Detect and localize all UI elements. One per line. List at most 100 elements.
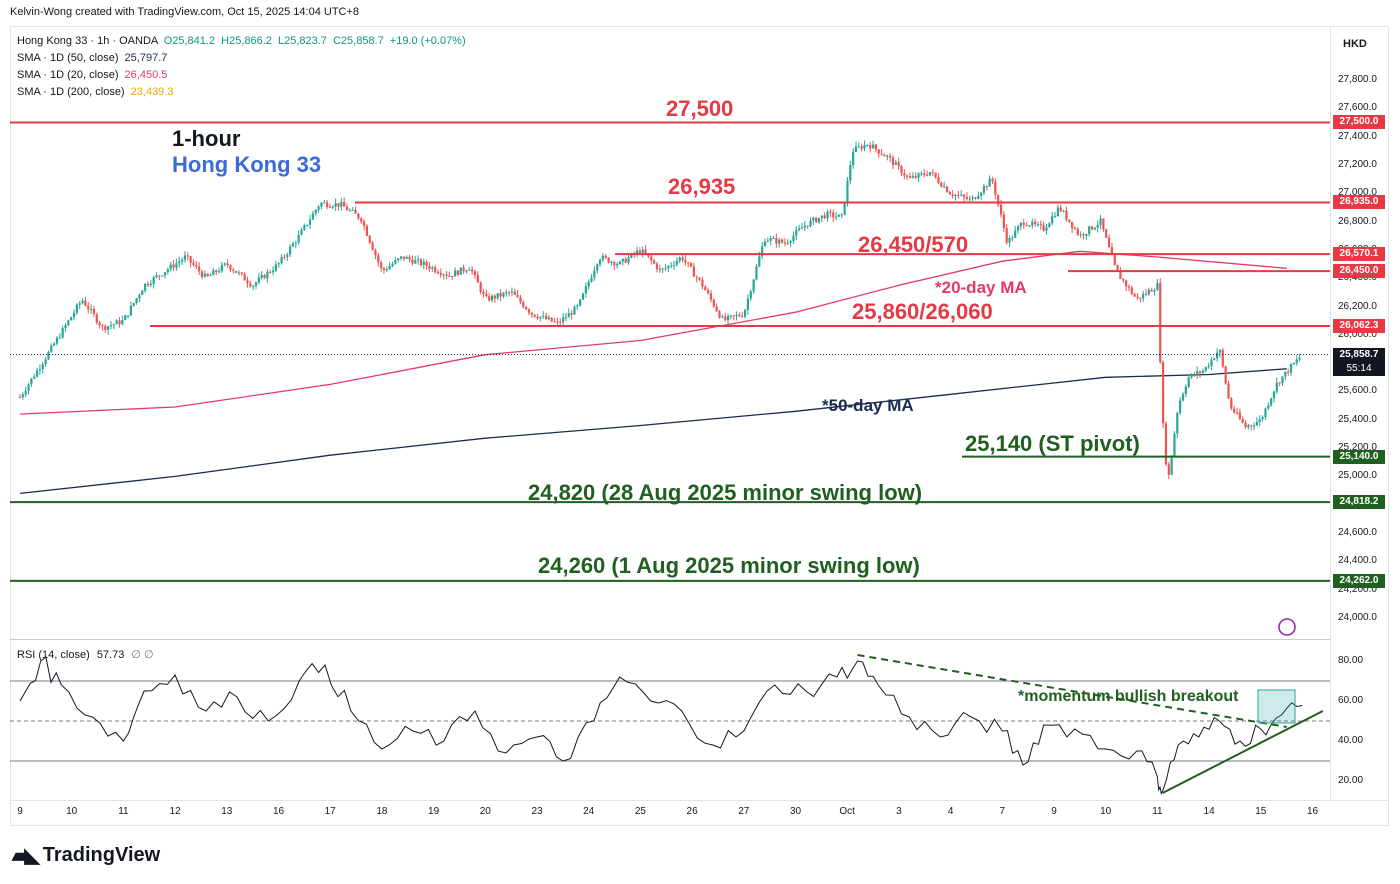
time-axis-tick-label: 20 bbox=[479, 806, 491, 817]
candle-body bbox=[1113, 254, 1116, 265]
candle-body bbox=[1167, 464, 1170, 475]
level-price-tag: 24,262.0 bbox=[1333, 573, 1385, 588]
time-axis-tick-label: 23 bbox=[531, 806, 543, 817]
candle-body bbox=[809, 220, 812, 227]
candle-body bbox=[1105, 229, 1108, 238]
candle-body bbox=[635, 250, 639, 255]
sma20-value: 26,450.5 bbox=[124, 69, 168, 81]
symbol-line: Hong Kong 33 · 1h · OANDA bbox=[17, 35, 158, 47]
candle-body bbox=[78, 303, 81, 305]
candle-body bbox=[624, 258, 627, 263]
candle-body bbox=[661, 268, 664, 270]
candle-body bbox=[291, 243, 295, 247]
candle-body bbox=[798, 228, 801, 231]
candle-body bbox=[209, 275, 212, 277]
ohlc-high: H25,866.2 bbox=[221, 35, 272, 47]
candle-body bbox=[1298, 357, 1301, 360]
pane-separator[interactable] bbox=[10, 639, 1330, 640]
time-axis-tick-label: 10 bbox=[1100, 806, 1112, 817]
time-axis-tick-label: 26 bbox=[686, 806, 698, 817]
candle-body bbox=[146, 283, 150, 286]
candle-body bbox=[741, 316, 744, 318]
candle-body bbox=[55, 337, 59, 344]
candle-body bbox=[647, 254, 650, 257]
candle-body bbox=[533, 314, 536, 317]
candle-body bbox=[1284, 371, 1287, 377]
candle-body bbox=[559, 321, 562, 323]
candle-body bbox=[442, 274, 445, 276]
price-axis-tick-label: 24,200.0 bbox=[1338, 583, 1377, 595]
candle-body bbox=[138, 294, 141, 299]
candle-body bbox=[1153, 290, 1156, 292]
candle-body bbox=[1002, 214, 1005, 229]
ma-line-50 bbox=[19, 368, 1287, 495]
candle-body bbox=[542, 315, 545, 317]
candle-body bbox=[852, 151, 855, 166]
candle-body bbox=[53, 343, 56, 346]
sma200-legend[interactable]: SMA · 1D (200, close) 23,439.3 bbox=[17, 86, 173, 98]
candle-body bbox=[1116, 264, 1119, 272]
candle-body bbox=[1056, 207, 1059, 217]
candle-body bbox=[1244, 422, 1247, 428]
candle-body bbox=[471, 269, 474, 272]
rsi-axis-tick-label: 40.00 bbox=[1338, 735, 1364, 746]
sma20-legend[interactable]: SMA · 1D (20, close) 26,450.5 bbox=[17, 69, 167, 81]
candle-body bbox=[311, 213, 314, 220]
candle-body bbox=[246, 280, 249, 284]
candle-body bbox=[803, 225, 806, 228]
candle-body bbox=[965, 196, 968, 200]
candle-body bbox=[1181, 393, 1185, 401]
candle-body bbox=[641, 249, 644, 253]
candle-body bbox=[891, 157, 895, 165]
ohlc-low: L25,823.7 bbox=[277, 35, 327, 47]
rsi-legend[interactable]: RSI (14, close) 57.73 ∅ ∅ bbox=[17, 648, 154, 661]
price-axis-tick-label: 25,400.0 bbox=[1338, 413, 1377, 425]
candle-body bbox=[473, 271, 477, 275]
level-annotation: 24,820 (28 Aug 2025 minor swing low) bbox=[528, 480, 923, 506]
candle-body bbox=[667, 265, 670, 269]
candle-body bbox=[1235, 412, 1239, 414]
candle-body bbox=[178, 261, 181, 264]
candle-body bbox=[1122, 278, 1125, 281]
candle-body bbox=[564, 317, 568, 319]
candle-body bbox=[982, 186, 986, 193]
candle-body bbox=[21, 394, 24, 398]
candle-body bbox=[957, 194, 960, 196]
symbol-legend[interactable]: Hong Kong 33 · 1h · OANDA O25,841.2 H25,… bbox=[17, 35, 466, 47]
candle-body bbox=[1179, 400, 1182, 413]
sma50-legend[interactable]: SMA · 1D (50, close) 25,797.7 bbox=[17, 52, 167, 64]
candle-body bbox=[925, 174, 929, 176]
candle-body bbox=[951, 194, 954, 196]
candle-body bbox=[567, 313, 570, 318]
rsi-axis-tick-label: 20.00 bbox=[1338, 775, 1364, 786]
candle-body bbox=[1204, 367, 1207, 371]
candle-body bbox=[189, 256, 192, 263]
candle-body bbox=[405, 256, 408, 259]
time-axis-tick-label: 25 bbox=[634, 806, 646, 817]
candle-body bbox=[866, 144, 869, 146]
chart-frame[interactable] bbox=[10, 26, 1389, 826]
candle-body bbox=[158, 275, 161, 277]
candle-body bbox=[1255, 421, 1259, 426]
candle-body bbox=[1184, 386, 1187, 394]
currency-label[interactable]: HKD bbox=[1343, 38, 1367, 50]
candle-body bbox=[212, 270, 215, 276]
price-axis-tick-label: 27,800.0 bbox=[1338, 74, 1377, 85]
tradingview-logo[interactable]: ▰◣ TradingView bbox=[12, 843, 160, 868]
candle-body bbox=[502, 292, 505, 297]
candle-body bbox=[1161, 362, 1165, 424]
candle-body bbox=[772, 238, 775, 240]
rsi-line bbox=[19, 656, 1303, 795]
candle-body bbox=[294, 242, 297, 244]
candle-body bbox=[92, 308, 96, 315]
candle-body bbox=[1022, 222, 1025, 225]
candle-body bbox=[994, 181, 997, 195]
candle-body bbox=[1224, 366, 1227, 384]
candle-body bbox=[1278, 382, 1281, 384]
rsi-downtrend-line bbox=[857, 654, 1287, 728]
candle-body bbox=[149, 283, 152, 286]
candle-body bbox=[1079, 234, 1082, 236]
candle-body bbox=[513, 291, 516, 295]
price-axis-tick-label: 25,000.0 bbox=[1338, 470, 1377, 482]
